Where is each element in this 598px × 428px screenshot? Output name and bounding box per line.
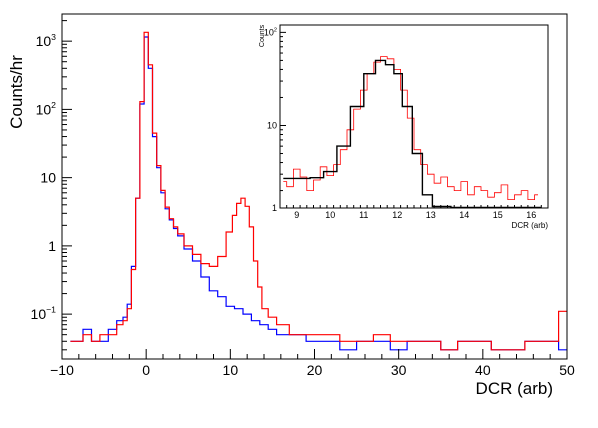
x-tick-label: −10	[50, 362, 74, 378]
inset-y-axis-label: Counts	[259, 24, 266, 47]
inset-y-ticks: 102 10 1	[264, 27, 286, 213]
inset-series-group	[283, 56, 542, 209]
x-tick-label: 14	[459, 210, 469, 220]
main-x-axis-label: DCR (arb)	[476, 379, 553, 398]
y-tick-label: 1	[272, 203, 277, 213]
x-tick-label: 11	[359, 210, 368, 220]
fit-curve	[283, 59, 542, 209]
x-tick-label: 30	[391, 362, 407, 378]
y-tick-label: 102	[36, 100, 57, 117]
main-x-ticks: −10 0 10 20 30 40 50	[50, 349, 575, 378]
y-tick-label: 10−1	[31, 305, 57, 322]
x-tick-label: 40	[475, 362, 491, 378]
x-tick-label: 0	[142, 362, 150, 378]
x-tick-label: 20	[307, 362, 323, 378]
inset-x-axis-label: DCR (arb)	[512, 221, 549, 230]
y-tick-label: 1	[48, 238, 56, 254]
y-tick-label: 102	[264, 27, 277, 37]
x-tick-label: 13	[426, 210, 436, 220]
y-tick-label: 103	[36, 32, 57, 49]
main-series-group	[70, 31, 567, 351]
main-y-axis-label: Counts/hr	[7, 55, 26, 129]
x-tick-label: 12	[392, 210, 402, 220]
inset-x-ticks: 9 10 11 12 13 14 15 16	[279, 205, 549, 220]
x-tick-label: 15	[493, 210, 503, 220]
series-1-line	[70, 31, 567, 351]
series-0-line	[283, 56, 538, 200]
inset-plot: 9 10 11 12 13 14 15 16 102 10 1 DCR (arb) Counts	[255, 22, 553, 244]
x-tick-label: 10	[325, 210, 335, 220]
y-tick-label: 10	[40, 170, 56, 186]
x-tick-label: 10	[223, 362, 239, 378]
inset-background	[255, 22, 553, 244]
x-tick-label: 9	[294, 210, 299, 220]
x-tick-label: 16	[526, 210, 536, 220]
x-tick-label: 50	[559, 362, 575, 378]
y-tick-label: 10	[267, 121, 277, 131]
